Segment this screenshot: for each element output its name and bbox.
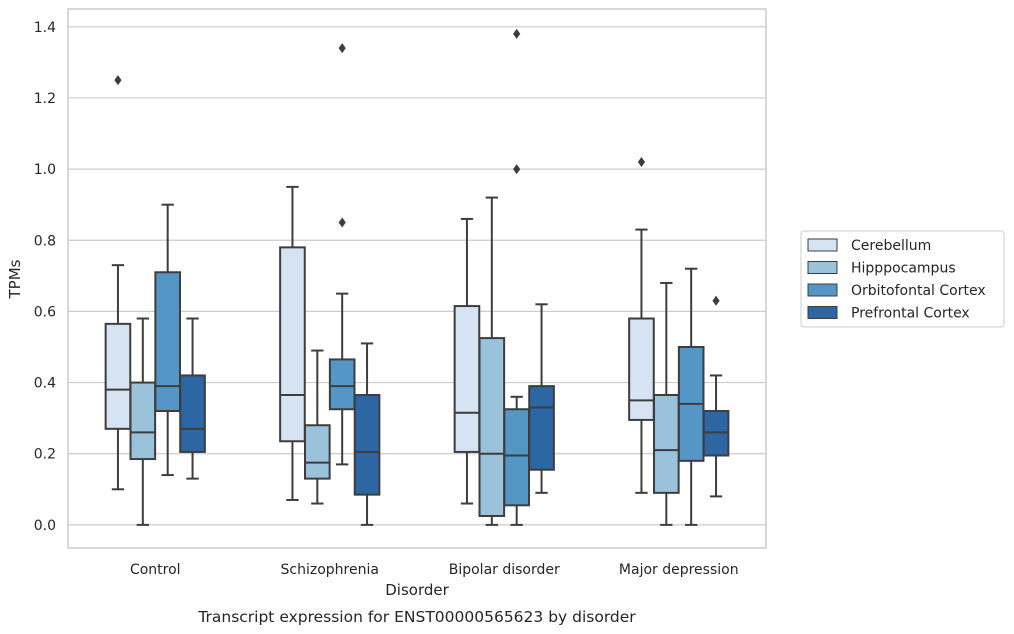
outlier-point: [712, 295, 720, 306]
box: [279, 246, 306, 443]
y-tick-label: 1.2: [34, 91, 56, 107]
box: [328, 358, 356, 411]
legend: Cerebellum Hipppocampus Orbitofontal Corte…: [800, 230, 1005, 328]
box: [304, 424, 331, 480]
series-orbitofontal-cortex: [154, 28, 705, 526]
legend-swatch: [807, 283, 838, 297]
box: [503, 408, 530, 507]
chart-caption: Transcript expression for ENST0000056562…: [197, 608, 636, 626]
x-axis-label: Disorder: [385, 581, 449, 599]
outlier-point: [338, 217, 346, 228]
box-series-group: [104, 28, 730, 526]
outlier-point: [513, 164, 521, 175]
box: [453, 305, 481, 453]
series-prefrontal-cortex: [179, 295, 730, 526]
y-tick-label: 1.0: [34, 162, 56, 178]
legend-swatch: [807, 306, 838, 319]
x-tick-label: Control: [130, 562, 181, 578]
y-axis-label: TPMs: [6, 259, 24, 299]
legend-swatch: [807, 261, 838, 274]
box: [528, 385, 555, 471]
legend-swatch: [807, 238, 838, 252]
x-axis-ticks: Control Schizophrenia Bipolar disorder Majo…: [130, 562, 739, 578]
series-cerebellum: [104, 75, 655, 505]
x-tick-label: Schizophrenia: [281, 562, 379, 578]
series-hipppocampus: [129, 196, 680, 526]
legend-frame: [800, 230, 1005, 328]
legend-label: Prefrontal Cortex: [851, 306, 970, 322]
plot-frame: [67, 8, 767, 549]
box: [154, 271, 181, 413]
box: [104, 322, 132, 430]
box: [353, 394, 381, 496]
y-tick-label: 0.6: [34, 304, 56, 320]
y-tick-label: 0.0: [34, 518, 56, 534]
box: [628, 317, 655, 421]
y-tick-label: 1.4: [34, 20, 56, 36]
y-axis-ticks: 0.0 0.2 0.4 0.6 0.8 1.0 1.2 1.4: [34, 20, 56, 534]
legend-label: Orbitofontal Cortex: [851, 283, 986, 299]
x-tick-label: Major depression: [619, 562, 739, 578]
outlier-point: [114, 75, 122, 86]
box: [179, 374, 206, 453]
outlier-point: [338, 43, 346, 54]
box: [129, 381, 157, 461]
y-tick-label: 0.8: [34, 233, 56, 249]
y-tick-label: 0.4: [34, 376, 56, 392]
legend-label: Hipppocampus: [851, 261, 956, 277]
box: [653, 394, 680, 494]
y-tick-label: 0.2: [34, 447, 56, 463]
box: [478, 337, 506, 517]
outlier-point: [637, 156, 646, 167]
outlier-point: [513, 28, 521, 39]
x-tick-label: Bipolar disorder: [449, 562, 560, 578]
legend-label: Cerebellum: [851, 238, 931, 254]
